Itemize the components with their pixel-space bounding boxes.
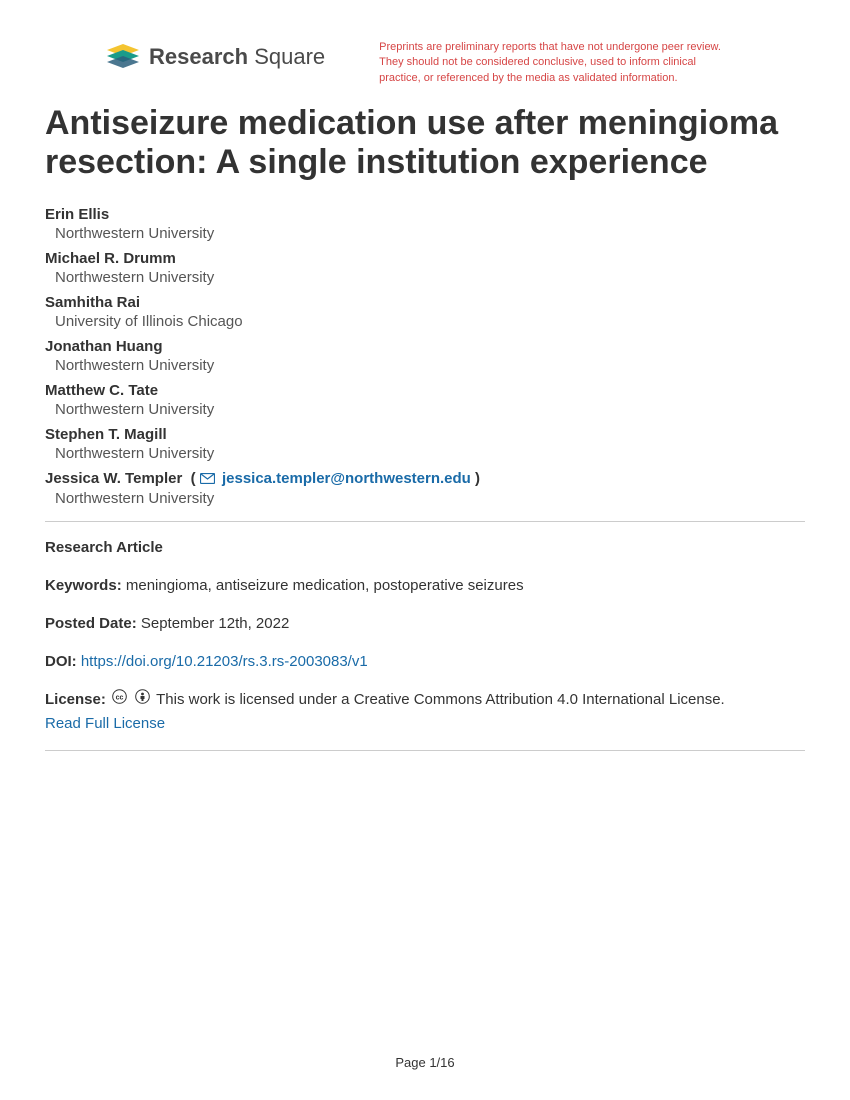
article-title: Antiseizure medication use after meningi… bbox=[45, 104, 805, 182]
doi-label: DOI: bbox=[45, 653, 77, 670]
brand-logo: Research Square bbox=[105, 40, 325, 73]
author-affiliation: Northwestern University bbox=[55, 490, 805, 507]
author-entry: Jessica W. Templer ( jessica.templer@nor… bbox=[45, 470, 805, 507]
page-number: Page 1/16 bbox=[0, 1055, 850, 1070]
author-name-text: Jessica W. Templer bbox=[45, 470, 182, 487]
email-icon bbox=[200, 471, 215, 488]
author-name: Erin Ellis bbox=[45, 206, 805, 223]
page-header: Research Square Preprints are preliminar… bbox=[45, 40, 805, 86]
author-affiliation: Northwestern University bbox=[55, 357, 805, 374]
cc-by-icon bbox=[135, 688, 150, 712]
preprint-disclaimer: Preprints are preliminary reports that h… bbox=[379, 40, 729, 86]
author-entry: Stephen T. Magill Northwestern Universit… bbox=[45, 426, 805, 462]
posted-date-value: September 12th, 2022 bbox=[141, 615, 289, 632]
cc-icon: cc bbox=[112, 688, 127, 712]
author-affiliation: University of Illinois Chicago bbox=[55, 313, 805, 330]
article-metadata: Research Article Keywords: meningioma, a… bbox=[45, 536, 805, 736]
author-entry: Matthew C. Tate Northwestern University bbox=[45, 382, 805, 418]
author-name: Michael R. Drumm bbox=[45, 250, 805, 267]
author-name: Jonathan Huang bbox=[45, 338, 805, 355]
author-affiliation: Northwestern University bbox=[55, 269, 805, 286]
svg-text:cc: cc bbox=[116, 694, 124, 701]
separator bbox=[45, 521, 805, 522]
author-name: Samhitha Rai bbox=[45, 294, 805, 311]
author-affiliation: Northwestern University bbox=[55, 401, 805, 418]
license-label: License: bbox=[45, 691, 106, 708]
authors-list: Erin Ellis Northwestern University Micha… bbox=[45, 206, 805, 507]
author-affiliation: Northwestern University bbox=[55, 445, 805, 462]
author-affiliation: Northwestern University bbox=[55, 225, 805, 242]
article-type: Research Article bbox=[45, 539, 163, 556]
author-name: Jessica W. Templer ( jessica.templer@nor… bbox=[45, 470, 805, 488]
license-text: This work is licensed under a Creative C… bbox=[156, 691, 725, 708]
brand-name: Research Square bbox=[149, 44, 325, 70]
author-entry: Jonathan Huang Northwestern University bbox=[45, 338, 805, 374]
separator bbox=[45, 750, 805, 751]
author-name: Stephen T. Magill bbox=[45, 426, 805, 443]
keywords-label: Keywords: bbox=[45, 577, 122, 594]
corresponding-email-link[interactable]: jessica.templer@northwestern.edu bbox=[222, 470, 471, 487]
logo-icon bbox=[105, 40, 141, 73]
posted-date-label: Posted Date: bbox=[45, 615, 137, 632]
author-name: Matthew C. Tate bbox=[45, 382, 805, 399]
doi-link[interactable]: https://doi.org/10.21203/rs.3.rs-2003083… bbox=[81, 653, 368, 670]
keywords-value: meningioma, antiseizure medication, post… bbox=[126, 577, 524, 594]
author-entry: Erin Ellis Northwestern University bbox=[45, 206, 805, 242]
author-entry: Michael R. Drumm Northwestern University bbox=[45, 250, 805, 286]
author-entry: Samhitha Rai University of Illinois Chic… bbox=[45, 294, 805, 330]
license-link[interactable]: Read Full License bbox=[45, 715, 165, 732]
